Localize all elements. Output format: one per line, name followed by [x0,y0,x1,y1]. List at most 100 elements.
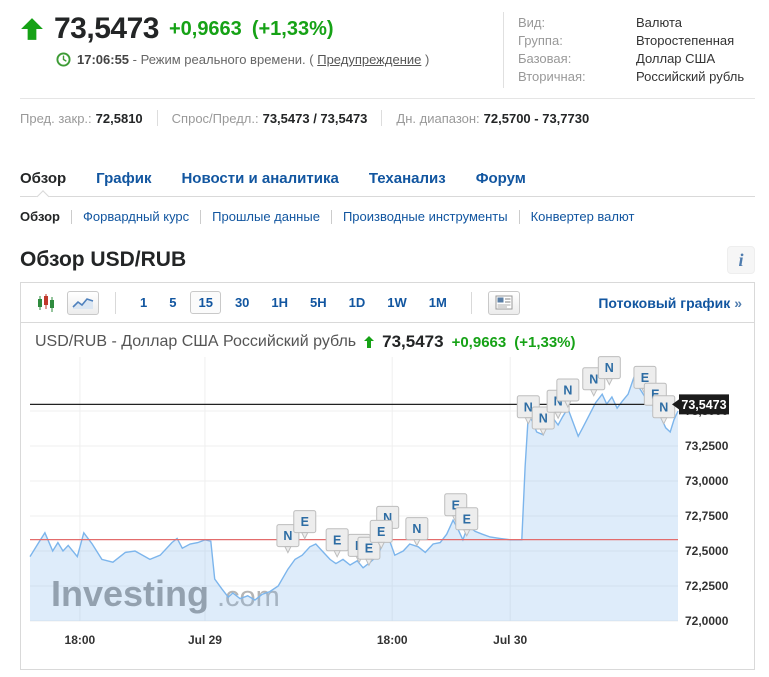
price-tag [679,394,729,415]
detail-label: Вторичная: [518,69,586,84]
price-tag-arrow [672,399,679,410]
svg-text:N: N [383,511,392,525]
page-title: Обзор USD/RUB [20,248,187,271]
clock-icon [56,52,71,67]
tab-news-analytics[interactable]: Новости и аналитика [181,170,339,187]
instrument-details: Вид: Валюта Группа: Второстепенная Базовая… [503,12,755,88]
separator [470,291,472,314]
price-change: +0,9663 [168,17,242,40]
event-marker-e[interactable]: E [293,510,317,540]
event-marker-n[interactable]: N [556,378,580,409]
interval-1[interactable]: 1 [140,295,148,310]
detail-label: Вид: [518,15,546,30]
price-tag-value: 73,5473 [681,398,726,412]
chart-title-row: USD/RUB - Доллар США Российский рубль 73… [21,323,754,354]
svg-text:N: N [589,372,598,386]
svg-text:E: E [452,498,460,512]
price-area [30,377,678,621]
svg-text:E: E [365,542,373,556]
y-axis-label: 73,0000 [685,474,729,488]
event-marker-e[interactable]: E [325,528,349,558]
up-arrow-icon [21,18,43,40]
warning-link[interactable]: Предупреждение [317,52,422,67]
event-marker-e[interactable]: E [369,519,393,550]
news-events-icon[interactable] [487,290,520,315]
svg-text:E: E [651,388,659,402]
chart-widget: 1 5 15 30 1H 5H 1D 1W 1M [20,282,755,670]
price-change-percent: (+1,33%) [251,17,334,40]
quote-header: 73,5473 +0,9663 (+1,33%) 17:06:55 - Режи… [20,0,755,98]
subtab-derivatives[interactable]: Производные инструменты [342,209,508,224]
y-axis-label: 73,2500 [685,439,729,453]
svg-text:N: N [605,361,614,375]
section-head: Обзор USD/RUB i [20,246,755,274]
svg-text:E: E [301,515,309,529]
svg-text:E: E [377,525,385,539]
svg-text:N: N [539,412,548,426]
streaming-chart-link[interactable]: Потоковый график » [598,294,742,311]
quote-block: 73,5473 +0,9663 (+1,33%) 17:06:55 - Режи… [20,12,503,88]
tab-technical[interactable]: Теханализ [368,170,446,187]
interval-15[interactable]: 15 [190,291,221,314]
detail-label: Группа: [518,33,563,48]
subtab-historical-data[interactable]: Прошлые данные [212,209,320,224]
svg-text:N: N [563,384,572,398]
interval-30[interactable]: 30 [234,295,250,310]
investing-watermark: Investing [51,573,209,614]
svg-text:N: N [659,400,668,414]
event-marker-n[interactable]: N [597,356,621,386]
chart-change: +0,9663 [451,333,507,351]
y-axis-label: 72,0000 [685,614,729,628]
day-range-label: Дн. диапазон: [396,110,480,126]
prev-close-label: Пред. закр.: [20,110,92,126]
interval-1w[interactable]: 1W [387,295,407,310]
detail-value: Доллар США [636,51,716,66]
x-axis-label: Jul 30 [493,633,527,647]
prev-close-value: 72,5810 [95,110,143,126]
info-icon[interactable]: i [727,246,755,274]
chevron-right-icon: » [734,294,742,311]
interval-1h[interactable]: 1H [271,295,289,310]
separator [71,209,72,224]
separator [115,291,116,314]
event-marker-n[interactable]: N [652,395,676,425]
svg-text:N: N [524,400,533,414]
svg-text:E: E [641,371,649,385]
separator [156,110,158,126]
chart-toolbar: 1 5 15 30 1H 5H 1D 1W 1M [21,283,754,323]
interval-1d[interactable]: 1D [348,295,366,310]
x-axis-label: 18:00 [65,633,96,647]
candlestick-chart-icon[interactable] [33,291,59,315]
realtime-note: - Режим реального времени. ( [132,52,314,67]
sub-tabs: Обзор Форвардный курс Прошлые данные Про… [20,209,755,224]
tab-overview[interactable]: Обзор [20,170,67,187]
interval-1m[interactable]: 1M [428,295,447,310]
subtab-overview[interactable]: Обзор [20,209,60,224]
bid-ask-value: 73,5473 / 73,5473 [262,110,368,126]
chart-price: 73,5473 [382,332,444,351]
subtab-forward-rates[interactable]: Форвардный курс [83,209,190,224]
interval-5[interactable]: 5 [169,295,177,310]
svg-text:N: N [554,395,563,409]
day-range-value: 72,5700 - 73,7730 [483,110,590,126]
event-marker-e[interactable]: E [455,507,479,537]
y-axis-label: 72,5000 [685,544,729,558]
separator [381,110,383,126]
price-chart[interactable]: Investing.comNEEEENENEENNNNNNEEN72,00007… [21,354,754,669]
tab-forum[interactable]: Форум [475,170,526,187]
line-chart-icon[interactable] [67,290,99,315]
subtab-currency-converter[interactable]: Конвертер валют [530,209,635,224]
main-tabs: Обзор График Новости и аналитика Теханал… [20,170,755,197]
svg-text:N: N [283,529,292,543]
svg-text:E: E [333,533,341,547]
tab-chart[interactable]: График [96,170,152,187]
x-axis-label: 18:00 [377,633,408,647]
event-marker-n[interactable]: N [405,517,429,547]
stats-bar: Пред. закр.: 72,5810 Спрос/Предл.: 73,5473… [20,98,755,138]
interval-5h[interactable]: 5H [310,295,327,310]
detail-label: Базовая: [518,51,572,66]
svg-text:N: N [412,522,421,536]
x-axis-label: Jul 29 [188,633,222,647]
up-arrow-small-icon [364,336,375,348]
